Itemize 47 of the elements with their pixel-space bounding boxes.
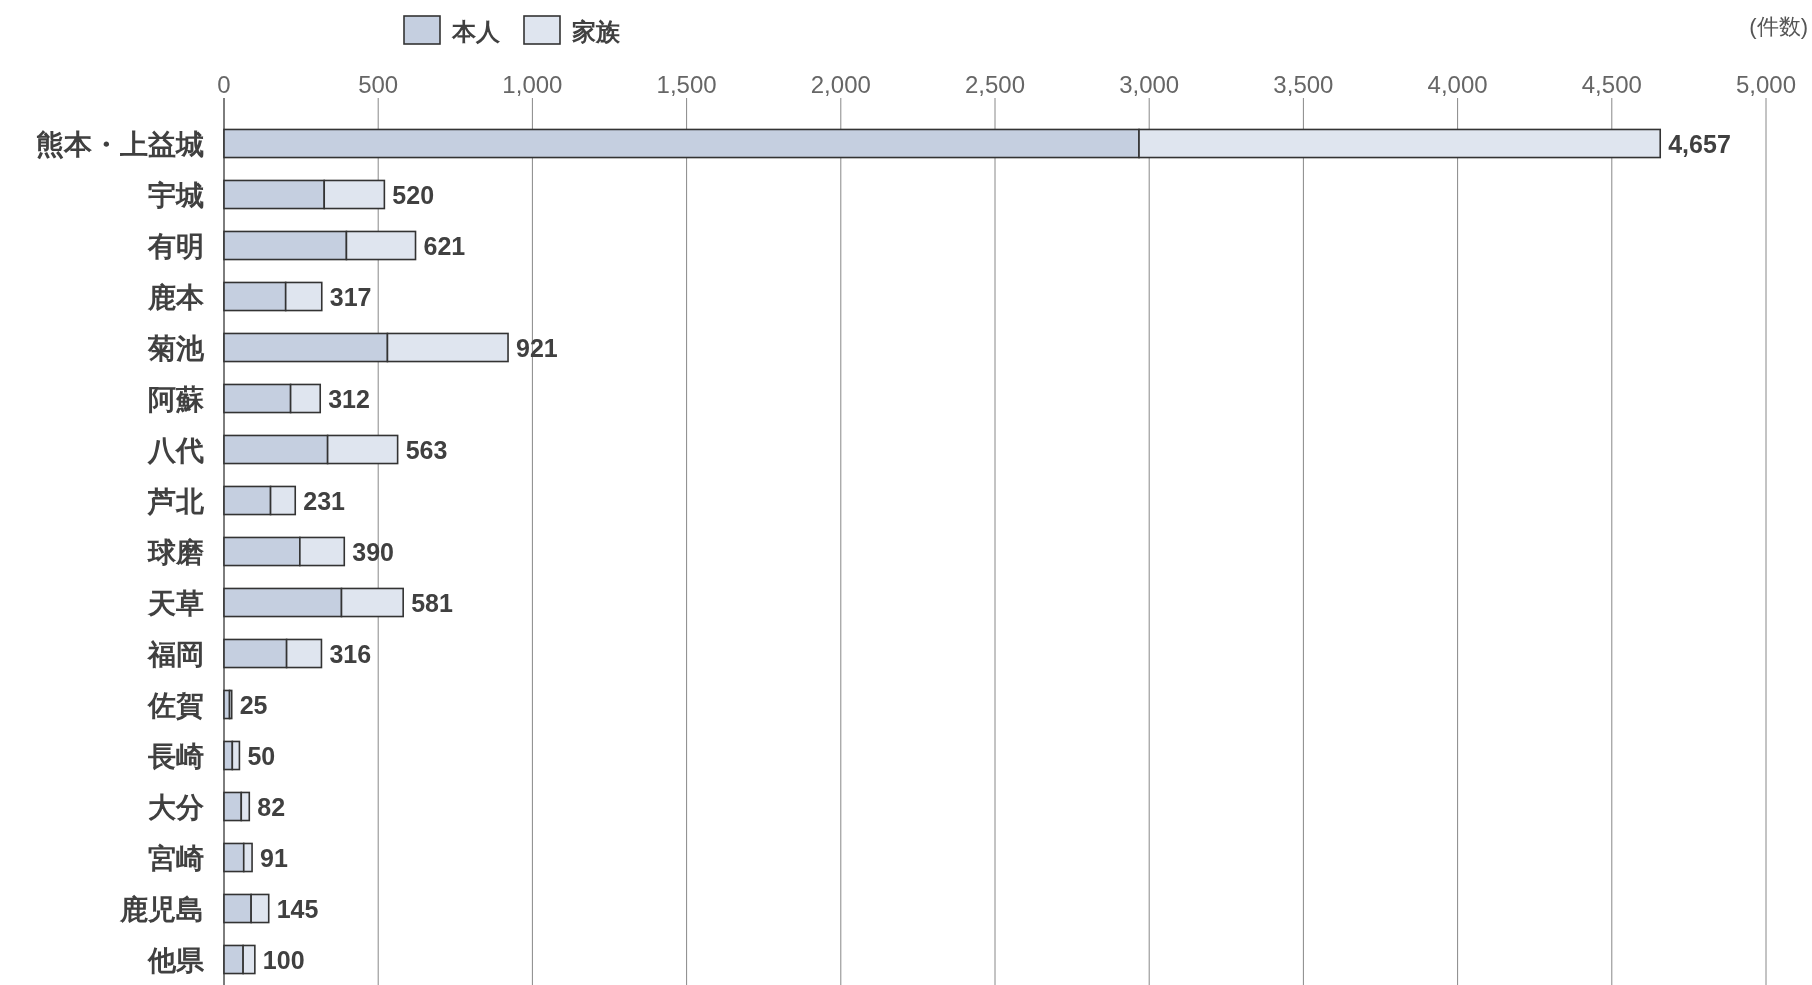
legend-label: 家族 bbox=[571, 18, 621, 45]
x-tick-label: 1,500 bbox=[656, 71, 717, 98]
total-label: 312 bbox=[328, 384, 370, 413]
legend-label: 本人 bbox=[451, 18, 501, 45]
y-tick-label: 宮崎 bbox=[148, 842, 204, 874]
total-label: 316 bbox=[329, 639, 372, 668]
x-tick-label: 3,000 bbox=[1119, 71, 1180, 98]
x-tick-label: 0 bbox=[217, 71, 231, 98]
y-tick-label: 球磨 bbox=[147, 536, 204, 568]
x-tick-label: 1,000 bbox=[502, 71, 563, 98]
y-tick-label: 熊本・上益城 bbox=[36, 128, 204, 160]
x-tick-label: 4,000 bbox=[1427, 71, 1488, 98]
y-tick-label: 菊池 bbox=[147, 332, 205, 364]
y-tick-label: 有明 bbox=[147, 230, 204, 262]
total-label: 82 bbox=[257, 792, 286, 821]
total-label: 4,657 bbox=[1668, 129, 1731, 158]
total-label: 145 bbox=[276, 894, 319, 923]
total-label: 91 bbox=[260, 843, 288, 872]
x-tick-label: 2,000 bbox=[810, 71, 871, 98]
y-tick-label: 長崎 bbox=[147, 740, 204, 772]
y-tick-label: 天草 bbox=[147, 587, 204, 619]
y-tick-label: 福岡 bbox=[146, 638, 204, 670]
total-label: 621 bbox=[423, 231, 466, 260]
x-tick-label: 2,500 bbox=[964, 71, 1026, 98]
total-label: 317 bbox=[329, 282, 372, 311]
y-tick-label: 芦北 bbox=[147, 485, 205, 517]
x-tick-label: 3,500 bbox=[1273, 71, 1334, 98]
total-label: 390 bbox=[352, 537, 394, 566]
total-label: 581 bbox=[411, 588, 453, 617]
total-label: 520 bbox=[392, 180, 435, 209]
x-tick-label: 5,000 bbox=[1735, 71, 1797, 98]
total-label: 50 bbox=[247, 741, 276, 770]
total-label: 231 bbox=[303, 486, 346, 515]
y-tick-label: 宇城 bbox=[148, 179, 204, 211]
text: (件数) bbox=[1749, 14, 1808, 39]
total-label: 563 bbox=[405, 435, 448, 464]
total-label: 100 bbox=[262, 945, 305, 974]
y-tick-label: 八代 bbox=[147, 434, 204, 466]
y-tick-label: 他県 bbox=[147, 944, 205, 976]
total-label: 25 bbox=[239, 690, 268, 719]
y-tick-label: 大分 bbox=[148, 791, 205, 823]
y-tick-label: 佐賀 bbox=[147, 689, 204, 721]
y-tick-label: 鹿本 bbox=[147, 281, 205, 313]
y-tick-label: 鹿児島 bbox=[119, 893, 204, 925]
x-tick-label: 500 bbox=[358, 71, 399, 98]
x-tick-label: 4,500 bbox=[1581, 71, 1642, 98]
y-tick-label: 阿蘇 bbox=[148, 383, 204, 415]
